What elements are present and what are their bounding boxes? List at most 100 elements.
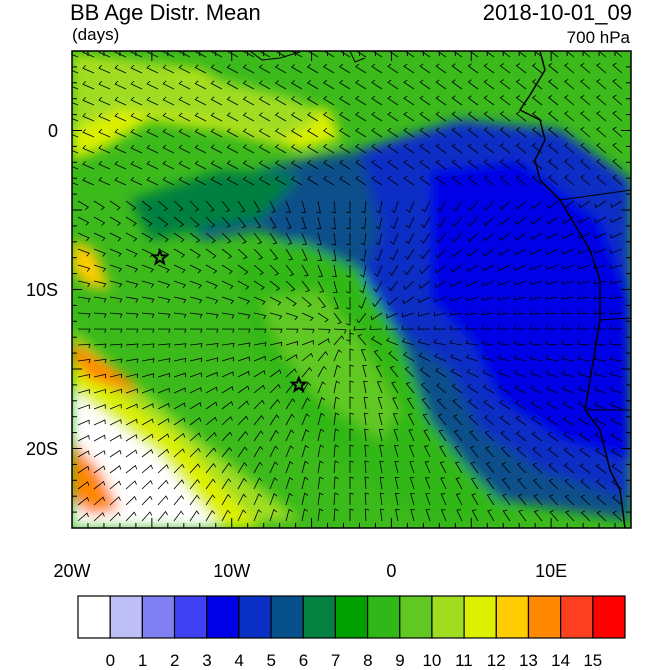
wind-barb <box>269 429 279 442</box>
wind-barb <box>362 364 367 378</box>
wind-barb <box>349 396 354 409</box>
wind-barb <box>532 462 543 474</box>
wind-barb <box>178 176 191 186</box>
wind-barb <box>146 160 159 170</box>
wind-barb <box>578 264 591 270</box>
wind-barb <box>339 63 351 74</box>
wind-barb <box>98 144 111 154</box>
wind-barb <box>301 382 312 394</box>
wind-barb <box>405 216 415 229</box>
wind-barb <box>419 111 431 122</box>
wind-barb <box>125 343 139 348</box>
wind-barb <box>242 144 255 154</box>
wind-barb <box>547 175 559 186</box>
wind-barb <box>611 463 623 474</box>
wind-barb <box>498 280 511 286</box>
wind-barb <box>433 339 447 346</box>
colorbar-swatch <box>206 595 240 639</box>
wind-barb <box>316 216 322 230</box>
wind-barb <box>499 95 511 106</box>
wind-barb <box>546 232 559 240</box>
wind-barb <box>346 201 351 214</box>
wind-barb <box>226 160 239 170</box>
wind-barb <box>564 494 575 506</box>
wind-barb <box>451 175 463 186</box>
wind-barb <box>253 200 261 213</box>
wind-barb <box>546 400 559 410</box>
wind-barb <box>391 381 399 394</box>
wind-barb <box>77 481 90 490</box>
wind-barb <box>580 78 591 90</box>
wind-barb <box>274 160 287 170</box>
wind-barb <box>130 80 143 90</box>
wind-barb <box>609 294 623 300</box>
wind-barb <box>189 510 200 522</box>
colorbar-swatch <box>334 595 369 639</box>
wind-barb <box>77 512 89 522</box>
wind-barb <box>498 248 511 257</box>
wind-barb <box>285 508 293 522</box>
wind-barb <box>323 143 335 154</box>
wind-barb <box>285 216 292 229</box>
wind-barb <box>173 200 184 212</box>
wind-barb <box>237 462 248 474</box>
wind-barb <box>333 476 339 490</box>
wind-barb <box>517 51 527 58</box>
wind-barb <box>501 477 511 490</box>
wind-barb <box>93 296 107 303</box>
wind-barb <box>114 51 127 58</box>
wind-barb <box>93 465 106 474</box>
wind-barb <box>499 111 511 122</box>
wind-barb <box>253 342 267 347</box>
wind-barb <box>109 373 123 379</box>
wind-barb <box>194 80 207 90</box>
wind-barb <box>564 158 575 170</box>
wind-barb <box>221 431 233 442</box>
wind-barb <box>333 444 339 458</box>
wind-barb <box>178 112 191 122</box>
colorbar-label: 8 <box>363 651 373 670</box>
wind-barb <box>515 127 527 138</box>
wind-barb <box>114 80 127 90</box>
wind-barb <box>157 232 169 243</box>
wind-barb <box>285 280 296 292</box>
lon-tick-label: 10E <box>535 561 568 581</box>
wind-barb <box>93 264 107 273</box>
wind-barb <box>530 264 543 271</box>
wind-barb <box>269 216 277 229</box>
wind-barb <box>610 200 623 208</box>
wind-barb <box>221 200 231 213</box>
star-markers <box>150 247 309 393</box>
wind-barb <box>317 312 329 323</box>
wind-barb <box>274 144 287 154</box>
wind-barb <box>114 144 127 154</box>
wind-barb <box>533 478 543 490</box>
wind-barb <box>331 248 337 262</box>
wind-barb <box>546 385 559 394</box>
wind-barb <box>467 63 479 74</box>
wind-barb <box>379 444 384 458</box>
wind-barb <box>578 232 591 240</box>
wind-barb <box>141 433 154 442</box>
wind-barb <box>386 312 399 319</box>
wind-barb <box>546 280 559 285</box>
wind-barb <box>93 373 107 379</box>
wind-barb <box>141 343 155 348</box>
wind-barb <box>373 349 383 362</box>
wind-barb <box>403 159 415 170</box>
units-label: (days) <box>72 25 120 44</box>
wind-barb <box>317 328 331 334</box>
wind-barb <box>481 339 495 346</box>
wind-barb <box>531 415 543 426</box>
wind-barb <box>141 403 154 410</box>
wind-barb <box>421 200 431 213</box>
wind-barb <box>258 160 271 170</box>
colorbar-label: 6 <box>298 651 309 670</box>
wind-barb <box>467 159 479 170</box>
wind-barb <box>419 264 431 275</box>
wind-barb <box>323 127 335 138</box>
wind-barb <box>162 160 175 170</box>
wind-barb <box>594 401 607 410</box>
wind-barb <box>269 264 280 276</box>
wind-barb <box>454 445 463 458</box>
